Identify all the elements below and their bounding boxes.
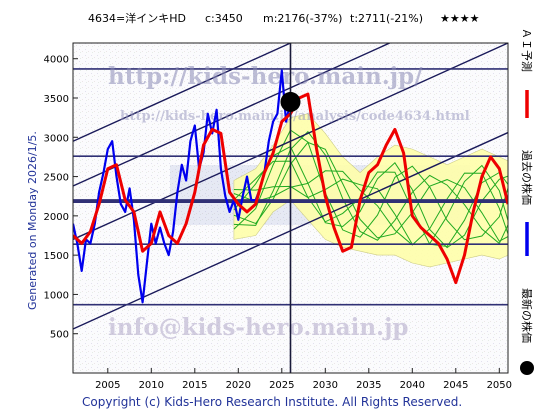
- url-sub-watermark: http://kids-hero.main.jp/analysis/code46…: [120, 109, 470, 124]
- chart-header: 4634=洋インキHD c:3450 m:2176(-37%) t:2711(-…: [88, 11, 480, 25]
- x-tick-label: 2015: [182, 380, 207, 391]
- x-axis: 2005 2010 2015 2020 2025 2030 2035 2040 2045 2050: [95, 368, 512, 391]
- y-tick-label: 3000: [44, 133, 69, 144]
- legend-past-price: 過去の株価: [520, 150, 534, 256]
- x-tick-label: 2035: [356, 380, 381, 391]
- simulation-line: [233, 130, 508, 245]
- target-price: t:2711(-21%): [350, 12, 423, 25]
- y-tick-label: 500: [50, 330, 69, 341]
- trend-line: [73, 43, 293, 142]
- x-tick-label: 2030: [313, 380, 338, 391]
- x-tick-label: 2040: [400, 380, 425, 391]
- x-tick-label: 2045: [443, 380, 468, 391]
- x-tick-label: 2010: [139, 380, 164, 391]
- y-tick-label: 1500: [44, 251, 69, 262]
- stock-code-name: 4634=洋インキHD: [88, 11, 186, 25]
- current-price: c:3450: [205, 12, 243, 25]
- x-tick-label: 2025: [269, 380, 294, 391]
- latest-price-marker: [280, 91, 301, 112]
- x-tick-label: 2020: [226, 380, 251, 391]
- y-axis: 500 1000 1500 2000 2500 3000 3500 4000: [44, 55, 78, 341]
- legend-latest-price-label: 最新の株価: [520, 288, 534, 343]
- median-price: m:2176(-37%): [263, 12, 342, 25]
- legend-past-price-label: 過去の株価: [520, 150, 534, 205]
- y-tick-label: 2000: [44, 212, 69, 223]
- copyright-text: Copyright (c) Kids-Hero Research Institu…: [82, 395, 462, 409]
- email-watermark: info@kids-hero.main.jp: [108, 314, 408, 341]
- simulation-line: [233, 141, 508, 242]
- y-tick-label: 4000: [44, 55, 69, 66]
- legend-latest-price: 最新の株価: [520, 288, 534, 375]
- rating-stars: ★★★★: [440, 12, 480, 25]
- legend: ＡＩ予測 過去の株価 最新の株価: [520, 28, 534, 375]
- legend-forecast: ＡＩ予測: [520, 28, 534, 118]
- simulation-line: [233, 160, 508, 248]
- legend-latest-dot: [520, 361, 534, 375]
- legend-forecast-label: ＡＩ予測: [520, 28, 534, 72]
- y-tick-label: 3500: [44, 94, 69, 105]
- simulation-line: [233, 164, 508, 245]
- simulation-line: [233, 170, 508, 246]
- generated-date-note: Generated on Monday 2026/1/5.: [26, 131, 39, 310]
- past-price-line: [73, 69, 292, 304]
- y-tick-label: 1000: [44, 290, 69, 301]
- x-tick-label: 2050: [487, 380, 512, 391]
- y-tick-label: 2500: [44, 173, 69, 184]
- x-tick-label: 2005: [95, 380, 120, 391]
- simulation-line: [233, 129, 508, 241]
- url-watermark: http://kids-hero.main.jp/: [108, 63, 423, 90]
- plot-frame: [72, 42, 509, 374]
